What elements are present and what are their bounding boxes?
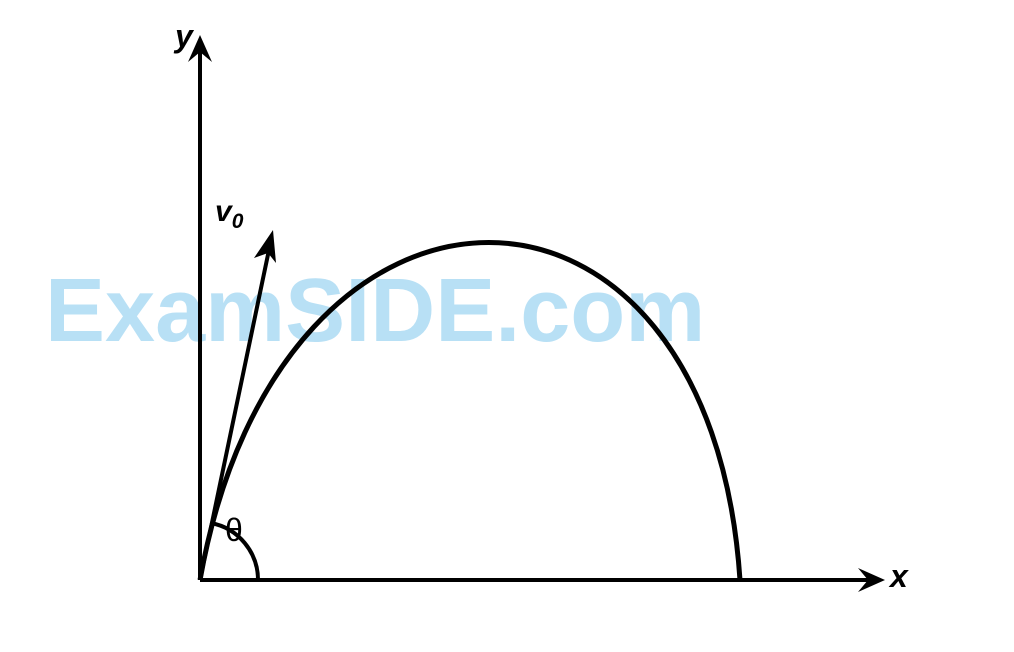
velocity-vector-arrowhead: [254, 230, 276, 263]
x-axis-label: x: [890, 558, 908, 595]
angle-label: θ: [225, 512, 243, 549]
diagram-container: ExamSIDE.com y x v0 θ: [0, 0, 1014, 652]
trajectory-curve: [200, 243, 740, 581]
diagram-svg: [0, 0, 1014, 652]
velocity-label: v0: [215, 195, 243, 234]
y-axis-label: y: [175, 18, 193, 55]
